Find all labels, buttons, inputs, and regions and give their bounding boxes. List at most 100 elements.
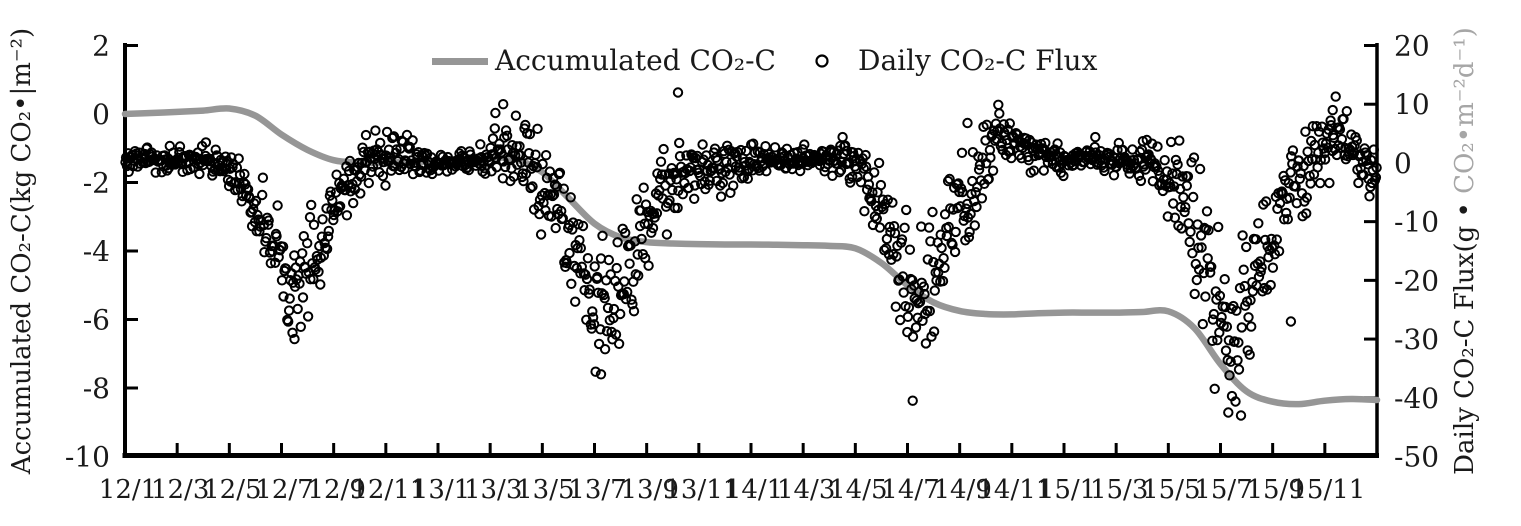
flux-point — [377, 170, 389, 182]
flux-point — [285, 275, 296, 286]
flux-point — [1225, 356, 1236, 367]
flux-point — [1336, 134, 1348, 145]
flux-point — [554, 167, 566, 179]
flux-point — [315, 279, 326, 290]
flux-point — [566, 278, 577, 289]
flux-point — [1243, 312, 1254, 323]
flux-point-outlier — [498, 99, 509, 110]
flux-point — [567, 217, 579, 228]
flux-point — [704, 175, 715, 186]
flux-point — [717, 177, 728, 189]
flux-point — [1370, 172, 1382, 183]
flux-point — [1161, 166, 1173, 177]
flux-point — [689, 180, 701, 191]
x-axis-tick-label: 15/7 — [1194, 475, 1252, 505]
flux-point — [239, 168, 250, 180]
flux-point — [584, 284, 595, 295]
flux-point — [663, 168, 675, 179]
flux-point — [919, 288, 930, 300]
flux-point — [1368, 144, 1380, 155]
flux-point — [1351, 135, 1363, 146]
right-axis-title: Daily CO₂-C Flux(g • CO₂•m⁻²d⁻¹) — [1450, 27, 1480, 475]
flux-point — [1253, 218, 1264, 229]
flux-point — [901, 204, 912, 216]
right-axis-tick-label: -50 — [1394, 441, 1439, 474]
flux-point — [380, 180, 391, 191]
flux-point — [724, 169, 735, 180]
flux-point — [926, 331, 937, 342]
right-axis-tick-label: -10 — [1394, 206, 1439, 239]
flux-point — [939, 209, 951, 220]
flux-point — [292, 303, 303, 315]
flux-point-outlier — [907, 395, 918, 406]
flux-point-outlier — [370, 125, 381, 136]
flux-point — [1300, 126, 1311, 137]
flux-point — [841, 145, 853, 157]
flux-point — [1198, 267, 1210, 279]
flux-point — [283, 305, 295, 316]
flux-point — [937, 275, 949, 287]
flux-point — [671, 174, 682, 185]
flux-point — [294, 278, 305, 289]
left-axis-tick-label: -6 — [83, 304, 110, 337]
flux-point — [1172, 159, 1183, 170]
x-axis-tick-label: 15/11 — [1290, 475, 1365, 505]
flux-point — [611, 262, 622, 274]
right-axis-tick-label: 10 — [1394, 88, 1430, 121]
flux-point — [1191, 274, 1203, 286]
flux-point — [1365, 154, 1377, 166]
flux-point — [658, 143, 669, 155]
flux-point — [577, 220, 589, 232]
flux-point — [1271, 234, 1283, 245]
flux-point — [970, 187, 981, 198]
flux-point — [1174, 135, 1185, 146]
flux-point — [327, 195, 338, 206]
flux-point — [858, 163, 869, 174]
flux-point — [615, 308, 626, 320]
flux-point — [1255, 256, 1266, 267]
flux-point — [971, 201, 982, 213]
flux-point — [976, 193, 988, 204]
x-axis-tick-label: 14/9 — [933, 475, 991, 505]
flux-point — [689, 193, 700, 205]
flux-point — [769, 142, 781, 153]
flux-points — [120, 87, 1382, 421]
flux-point — [624, 258, 635, 269]
flux-point — [1189, 288, 1200, 300]
flux-point — [677, 189, 688, 200]
flux-point — [742, 173, 753, 184]
flux-point — [1230, 396, 1241, 407]
flux-point — [612, 237, 623, 248]
flux-point — [761, 166, 772, 177]
x-axis-tick-label: 13/3 — [464, 475, 522, 505]
flux-point — [1256, 262, 1267, 273]
flux-point — [1330, 91, 1341, 102]
flux-point — [1170, 154, 1182, 166]
flux-point — [1282, 214, 1294, 225]
flux-point — [638, 182, 649, 193]
flux-point — [914, 296, 926, 308]
flux-point — [601, 326, 613, 337]
flux-point — [599, 293, 610, 304]
flux-point — [295, 321, 306, 332]
flux-point — [935, 229, 946, 240]
flux-point — [375, 137, 386, 149]
flux-point — [1255, 266, 1266, 277]
flux-point — [150, 167, 161, 178]
flux-point — [1162, 211, 1174, 222]
flux-point — [647, 222, 659, 234]
flux-point — [592, 271, 603, 283]
flux-point — [343, 165, 355, 177]
flux-point — [363, 177, 374, 189]
flux-point — [965, 208, 976, 220]
flux-point — [1038, 165, 1050, 176]
flux-point — [646, 227, 657, 238]
flux-point — [233, 153, 244, 164]
flux-point — [510, 110, 522, 121]
flux-point — [1238, 264, 1249, 275]
flux-point — [635, 205, 646, 216]
flux-point — [535, 229, 547, 240]
flux-point-outlier — [1223, 407, 1234, 418]
flux-point-outlier — [1090, 131, 1101, 143]
